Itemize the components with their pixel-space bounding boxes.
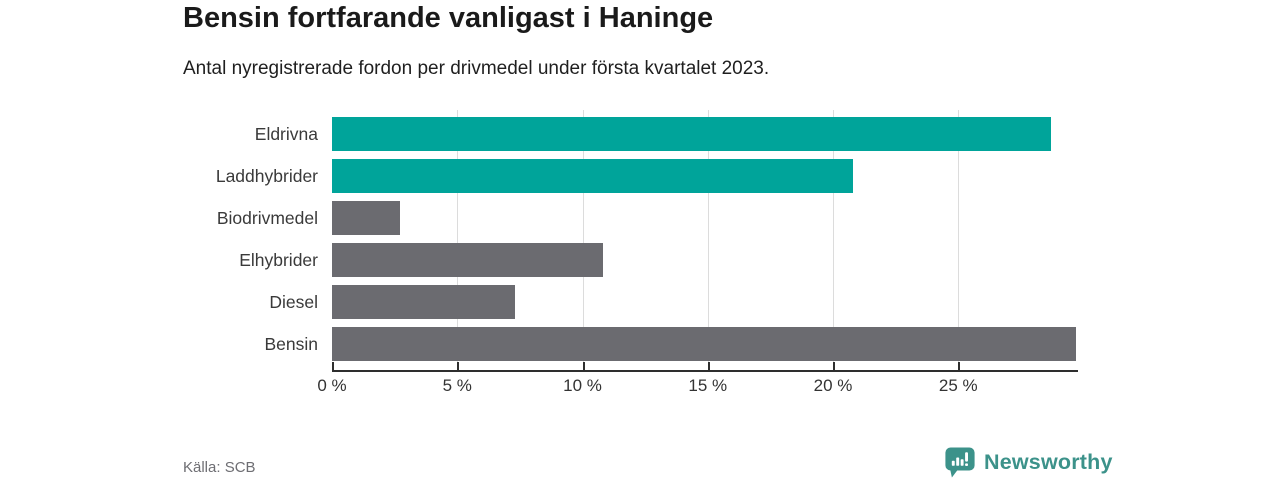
x-axis-tick-10 xyxy=(582,362,585,370)
chart-subtitle: Antal nyregistrerade fordon per drivmede… xyxy=(183,58,770,79)
gridline-5-percent xyxy=(457,110,459,370)
x-tick-label-0: 0 % xyxy=(317,376,347,395)
bar-chart-exclamation-bubble-icon xyxy=(945,447,975,478)
bar-diesel[interactable] xyxy=(332,285,515,319)
x-tick-label-20: 20 % xyxy=(813,376,853,395)
newsworthy-logo[interactable]: Newsworthy xyxy=(944,446,1113,479)
x-tick-label-25: 25 % xyxy=(938,376,978,395)
x-axis-tick-5 xyxy=(457,362,460,370)
bar-biodrivmedel[interactable] xyxy=(332,201,400,235)
x-axis-tick-0 xyxy=(332,362,334,370)
gridline-25-percent xyxy=(958,110,960,370)
x-tick-label-10: 10 % xyxy=(563,376,602,395)
gridline-20-percent xyxy=(833,110,834,370)
category-label-eldrivna: Eldrivna xyxy=(254,124,318,144)
gridline-15-percent xyxy=(707,110,709,370)
bar-elhybrider[interactable] xyxy=(332,243,603,277)
plot-area xyxy=(332,110,1076,370)
category-label-biodrivmedel: Biodrivmedel xyxy=(216,208,318,228)
bar-bensin[interactable] xyxy=(332,327,1076,361)
category-label-diesel: Diesel xyxy=(269,292,318,312)
x-axis-tick-15 xyxy=(707,362,710,370)
x-axis-tick-25 xyxy=(958,362,961,370)
x-tick-label-15: 15 % xyxy=(688,376,728,395)
source-caption: Källa: SCB xyxy=(183,459,256,476)
bar-laddhybrider[interactable] xyxy=(332,159,854,193)
category-label-elhybrider: Elhybrider xyxy=(239,250,318,270)
category-label-bensin: Bensin xyxy=(264,334,318,354)
gridline-10-percent xyxy=(582,110,584,370)
x-axis-tick-20 xyxy=(833,362,835,370)
newsworthy-logo-text: Newsworthy xyxy=(984,450,1113,474)
x-axis-line xyxy=(332,370,1078,372)
category-label-laddhybrider: Laddhybrider xyxy=(215,166,318,186)
x-tick-label-5: 5 % xyxy=(442,376,472,395)
bar-eldrivna[interactable] xyxy=(332,117,1051,151)
chart-title: Bensin fortfarande vanligast i Haninge xyxy=(183,2,714,34)
